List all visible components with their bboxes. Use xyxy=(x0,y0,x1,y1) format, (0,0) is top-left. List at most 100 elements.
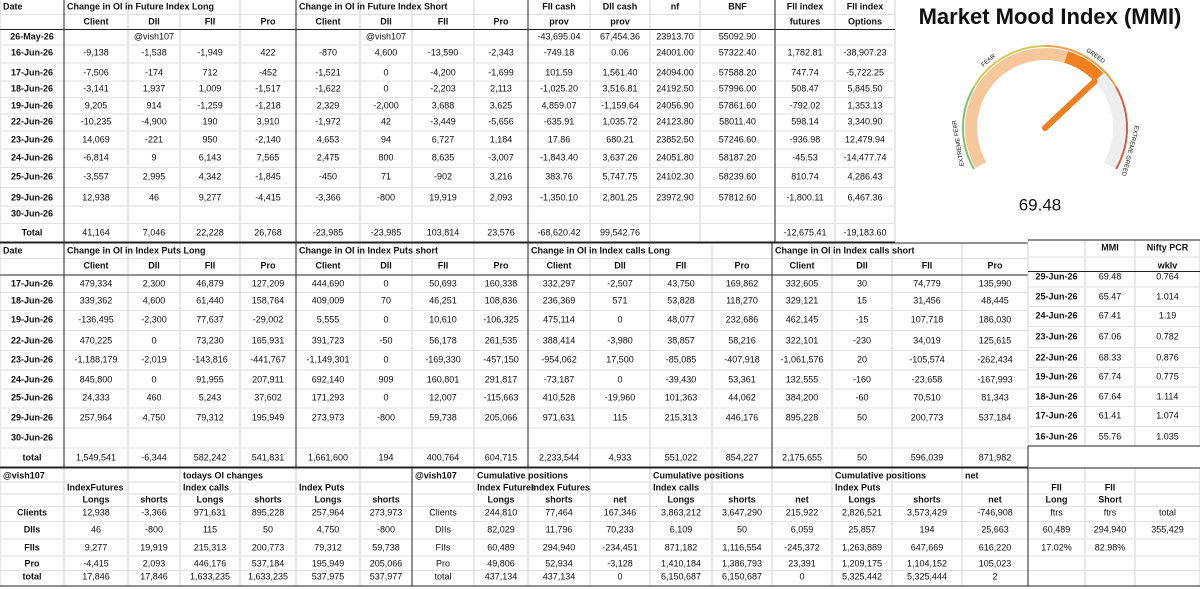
cell: 74,779 xyxy=(913,278,941,288)
header-cell: DII xyxy=(380,16,392,26)
cell: -174 xyxy=(145,67,163,77)
cell: -3,128 xyxy=(607,558,633,568)
cell: -800 xyxy=(145,524,163,534)
cell: shorts xyxy=(913,494,941,504)
cell: 50 xyxy=(857,452,867,462)
cell: 23913.70 xyxy=(656,31,694,41)
cell: 422 xyxy=(260,47,275,57)
cell: 598.14 xyxy=(791,116,819,126)
cell: 1.074 xyxy=(1156,410,1179,420)
cell: total xyxy=(23,452,42,462)
cell: 0 xyxy=(383,354,388,364)
cell: 409,009 xyxy=(312,295,345,305)
cell: 712 xyxy=(202,67,217,77)
cell: 3,863,212 xyxy=(661,507,701,517)
cell: Pro xyxy=(436,558,450,568)
cell: 0 xyxy=(617,571,622,581)
cell: -5,722.25 xyxy=(846,67,884,77)
cell: 46 xyxy=(149,192,159,202)
cell: 1,263,889 xyxy=(842,542,882,552)
cell: -3,007 xyxy=(488,152,514,162)
cell: 871,982 xyxy=(979,452,1012,462)
cell: -2,203 xyxy=(430,83,456,93)
cell: 82.98% xyxy=(1095,542,1126,552)
cell: 25,857 xyxy=(848,524,876,534)
cell: 58187.20 xyxy=(719,152,757,162)
cell: -800 xyxy=(377,192,395,202)
cell: 0.764 xyxy=(1156,271,1179,281)
cell: 479,334 xyxy=(80,278,113,288)
cell: -749.18 xyxy=(544,47,575,57)
cell: -3,141 xyxy=(83,83,109,93)
cell: 77,637 xyxy=(196,314,224,324)
cell: 26-May-26 xyxy=(10,31,54,41)
cell: 22-Jun-26 xyxy=(1035,352,1077,362)
cell: 1,633,235 xyxy=(190,571,230,581)
header-cell: DII xyxy=(856,260,868,270)
cell: 5,325,444 xyxy=(907,571,947,581)
cell: 46,879 xyxy=(196,278,224,288)
cell: 355,429 xyxy=(1151,524,1184,534)
cell: 23972.90 xyxy=(656,192,694,202)
cell: 895,228 xyxy=(786,412,819,422)
cell: -1,149,301 xyxy=(306,354,349,364)
cell: 232,686 xyxy=(726,314,759,324)
cell: 9 xyxy=(151,152,156,162)
cell: -106,325 xyxy=(483,314,519,324)
cell: -1,259 xyxy=(197,100,223,110)
cell: 56,178 xyxy=(429,335,457,345)
cell: -902 xyxy=(434,171,452,181)
cell: 160,801 xyxy=(427,374,460,384)
cell: 115 xyxy=(203,524,217,534)
cell: Longs xyxy=(197,494,224,504)
cell: 2,801.25 xyxy=(602,192,637,202)
cell: 14,069 xyxy=(82,134,110,144)
cell: shorts xyxy=(254,494,282,504)
cell: 571 xyxy=(612,295,627,305)
cell: 4,600 xyxy=(143,295,166,305)
header-cell: Change in OI in Index calls Long xyxy=(531,245,670,255)
cell: Total xyxy=(22,227,43,237)
cell: -13,590 xyxy=(428,47,459,57)
header-cell: FII xyxy=(438,16,449,26)
cell: 11,796 xyxy=(546,524,573,534)
cell: 23852.50 xyxy=(656,134,694,144)
cell: 537,184 xyxy=(252,558,285,568)
cell: Clients xyxy=(429,507,457,517)
cell: -3,557 xyxy=(83,171,109,181)
cell: 0 xyxy=(151,374,156,384)
cell: 6,109 xyxy=(670,524,693,534)
cell: Index Puts xyxy=(835,482,881,492)
cell: -105,574 xyxy=(909,354,945,364)
cell: 38,857 xyxy=(667,335,695,345)
cell: 0.782 xyxy=(1156,331,1179,341)
cell: -221 xyxy=(145,134,163,144)
cell: -50 xyxy=(379,335,392,345)
cell: 462,145 xyxy=(786,314,819,324)
cell: net xyxy=(613,494,627,504)
cell: 1.035 xyxy=(1156,431,1179,441)
cell: -3,366 xyxy=(141,507,167,517)
cell: 437,134 xyxy=(485,571,518,581)
cell: 9,277 xyxy=(199,192,222,202)
gauge-scale xyxy=(1115,86,1128,170)
cell: 551,022 xyxy=(665,452,698,462)
cell: 1,410,184 xyxy=(661,558,701,568)
cell: -1,517 xyxy=(255,83,281,93)
cell: 6,143 xyxy=(199,152,222,162)
cell: 73,230 xyxy=(196,335,224,345)
cell: 400,764 xyxy=(427,452,460,462)
cell: 25,663 xyxy=(981,524,1009,534)
cell: 444,690 xyxy=(312,278,345,288)
cell: 383.76 xyxy=(545,171,573,181)
gauge-scale xyxy=(1044,45,1117,88)
cell: 115 xyxy=(613,412,627,422)
cell: Index Puts xyxy=(299,482,345,492)
cell: 24123.80 xyxy=(656,116,694,126)
cell: 215,313 xyxy=(665,412,698,422)
cell: 70,233 xyxy=(606,524,634,534)
cell: 48,445 xyxy=(981,295,1009,305)
cell: 77,464 xyxy=(545,507,573,517)
header-cell: Pro xyxy=(260,16,276,26)
cell: 1.114 xyxy=(1157,391,1179,401)
